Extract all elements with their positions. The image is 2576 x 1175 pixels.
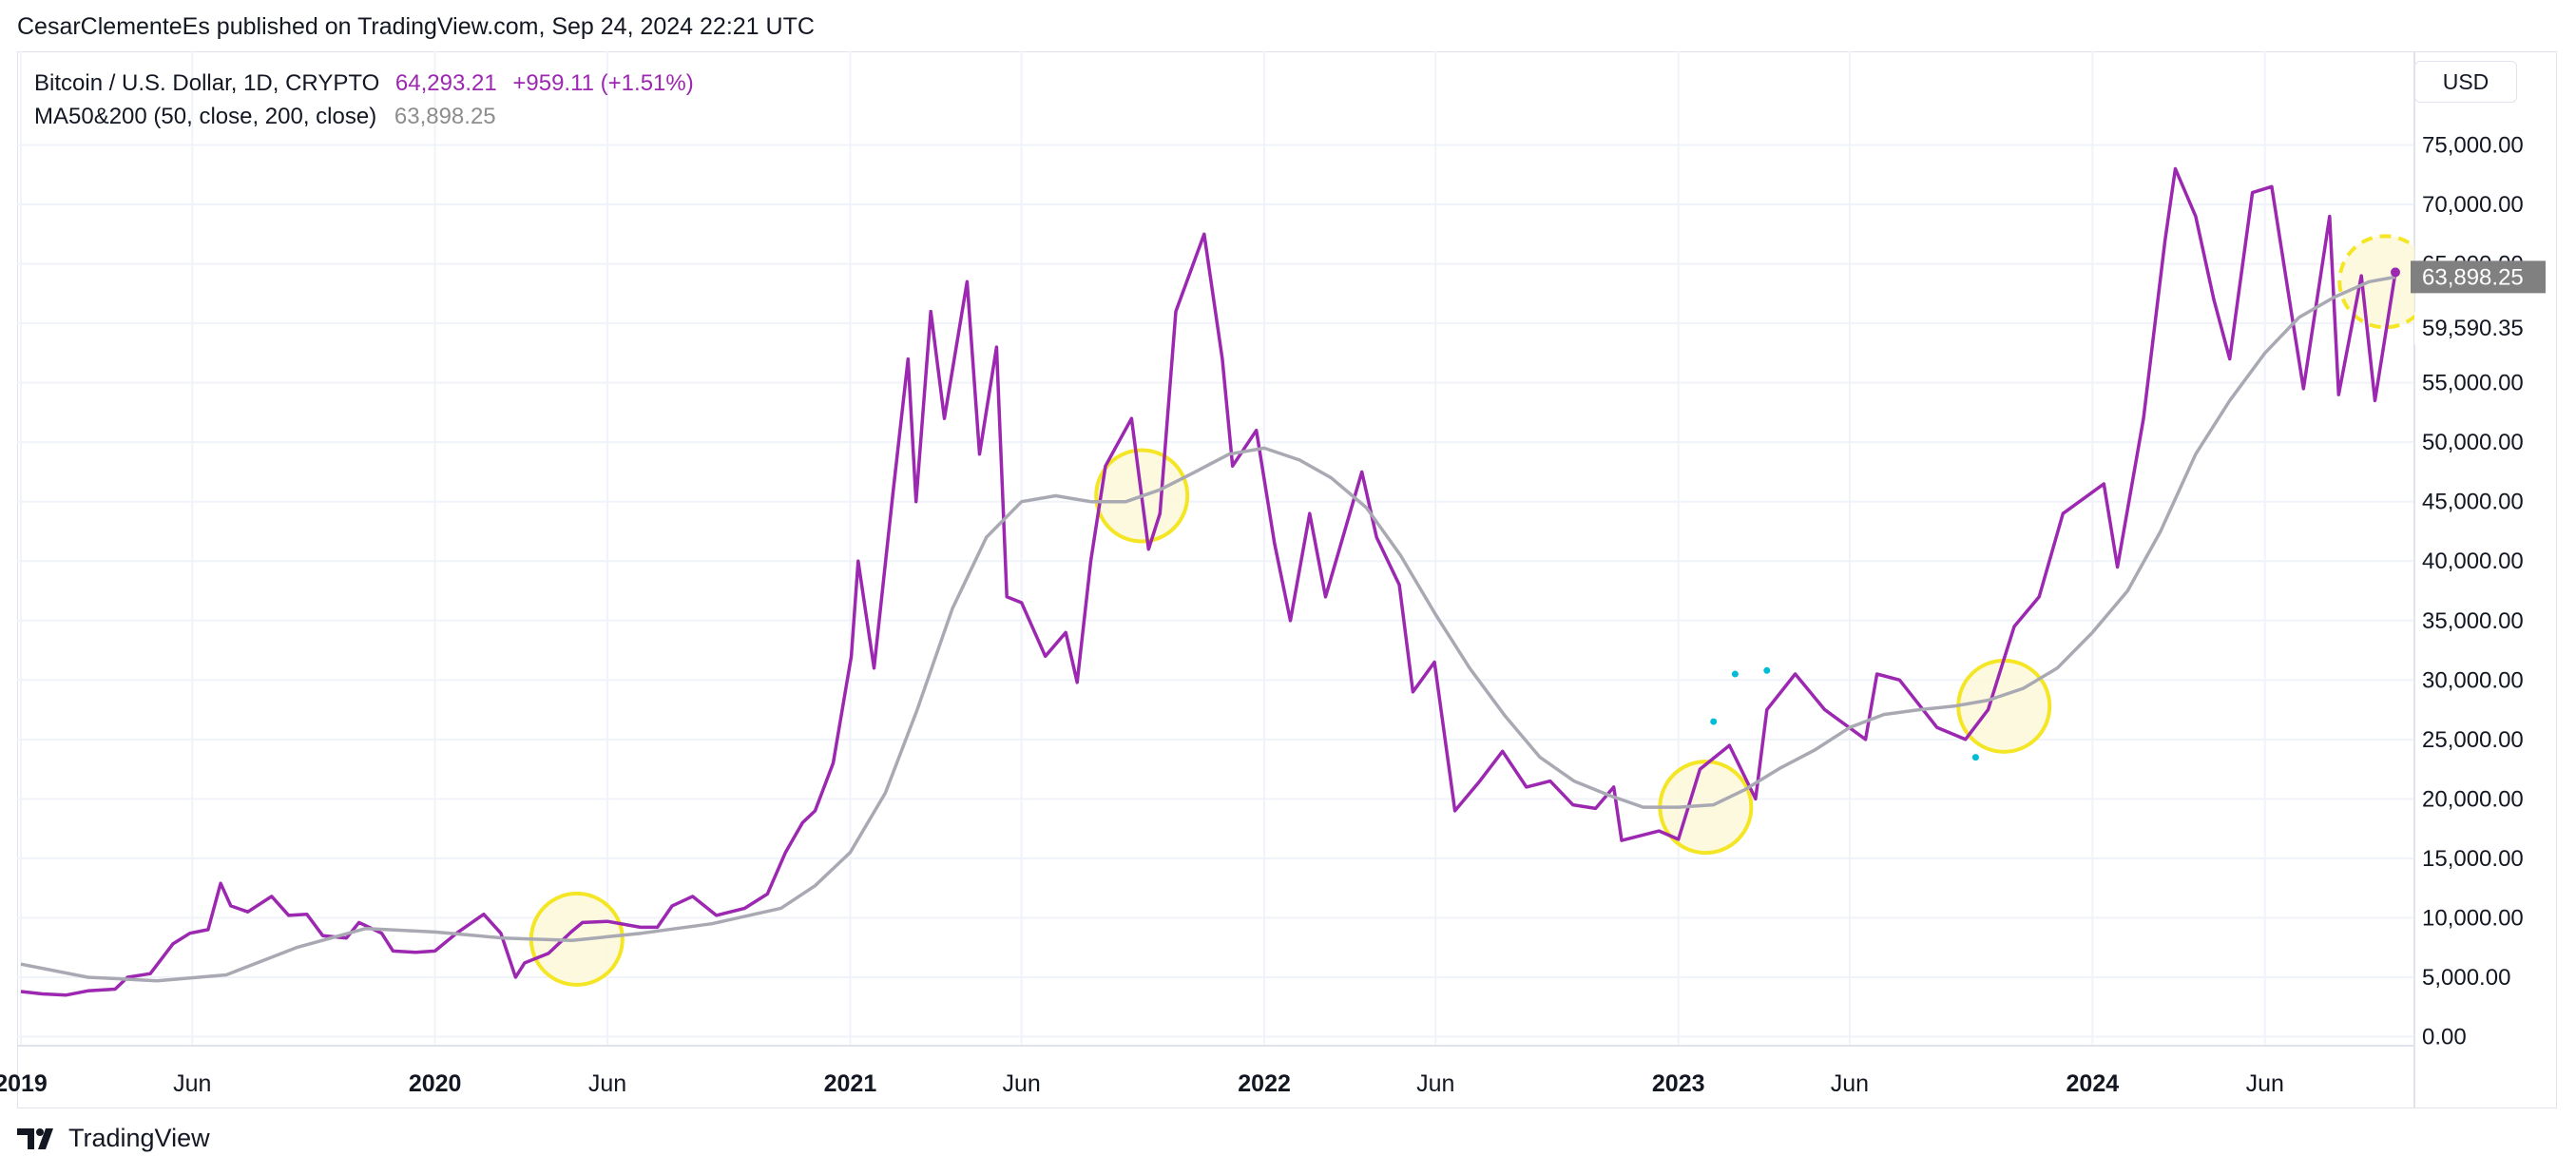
- y-tick-label: 40,000.00: [2422, 549, 2524, 574]
- y-tick-label: 0.00: [2422, 1024, 2467, 1050]
- y-tick-label: 5,000.00: [2422, 965, 2510, 991]
- highlight-circle: [1956, 658, 2052, 754]
- x-tick-label: 2023: [1652, 1070, 1705, 1097]
- price-change: +959.11 (+1.51%): [512, 70, 694, 96]
- price-label-layer: 63,898.25 59,590.35: [2411, 260, 2546, 345]
- x-tick-label: 2022: [1238, 1070, 1291, 1097]
- footer-brand-name: TradingView: [68, 1124, 210, 1152]
- y-tick-label: 35,000.00: [2422, 608, 2524, 634]
- y-tick-label: 15,000.00: [2422, 846, 2524, 872]
- currency-button[interactable]: USD: [2414, 61, 2517, 103]
- y-tick-label: 70,000.00: [2422, 192, 2524, 218]
- moving-average-line: [20, 275, 2396, 983]
- chart-legend: Bitcoin / U.S. Dollar, 1D, CRYPTO 64,293…: [34, 67, 694, 133]
- x-tick-label: Jun: [1416, 1070, 1454, 1097]
- x-tick-label: Jun: [2246, 1070, 2284, 1097]
- x-tick-label: Jun: [1831, 1070, 1869, 1097]
- y-tick-label: 55,000.00: [2422, 371, 2524, 396]
- indicator-value: 63,898.25: [394, 104, 496, 129]
- signal-dot: [1731, 670, 1739, 678]
- indicator-name: MA50&200 (50, close, 200, close): [34, 104, 377, 129]
- x-tick-label: 2020: [409, 1070, 462, 1097]
- crosshair-value-label: 59,590.35: [2422, 316, 2524, 341]
- y-tick-label: 75,000.00: [2422, 133, 2524, 159]
- y-tick-label: 50,000.00: [2422, 430, 2524, 455]
- y-tick-label: 30,000.00: [2422, 667, 2524, 693]
- footer-branding[interactable]: TradingView: [17, 1124, 210, 1153]
- x-tick-label: Jun: [173, 1070, 211, 1097]
- signal-dot: [1710, 718, 1718, 725]
- signal-dot: [1763, 666, 1771, 674]
- y-tick-label: 45,000.00: [2422, 490, 2524, 515]
- series-layer: [20, 166, 2414, 997]
- y-tick-label: 10,000.00: [2422, 905, 2524, 931]
- chart-frame: [17, 51, 2557, 1108]
- publisher-attribution: CesarClementeEs published on TradingView…: [17, 13, 815, 40]
- indicator-legend-row[interactable]: MA50&200 (50, close, 200, close) 63,898.…: [34, 100, 694, 133]
- y-tick-label: 25,000.00: [2422, 727, 2524, 753]
- price-line: [20, 166, 2397, 997]
- last-price: 64,293.21: [394, 70, 497, 96]
- x-tick-label: 2024: [2067, 1070, 2120, 1097]
- current-value-badge: [2411, 260, 2546, 294]
- crosshair-value-badge: [2414, 312, 2546, 345]
- annotation-layer: [1710, 666, 1979, 761]
- signal-dot: [1971, 754, 1979, 761]
- last-price-dot: [2391, 267, 2400, 278]
- x-tick-label: Jun: [1003, 1070, 1041, 1097]
- x-tick-label: 2019: [0, 1070, 48, 1097]
- tradingview-logo-icon: [17, 1127, 53, 1149]
- x-tick-label: Jun: [588, 1070, 626, 1097]
- axis-layer: 0.00 5,000.00 10,000.00 15,000.00 20,000.00 2…: [0, 51, 2524, 1108]
- symbol-name: Bitcoin / U.S. Dollar, 1D, CRYPTO: [34, 70, 380, 96]
- y-tick-label: 20,000.00: [2422, 786, 2524, 812]
- grid-layer: [17, 51, 2414, 1046]
- current-value-label: 63,898.25: [2422, 264, 2524, 290]
- x-tick-label: 2021: [824, 1070, 877, 1097]
- symbol-legend-row[interactable]: Bitcoin / U.S. Dollar, 1D, CRYPTO 64,293…: [34, 67, 694, 100]
